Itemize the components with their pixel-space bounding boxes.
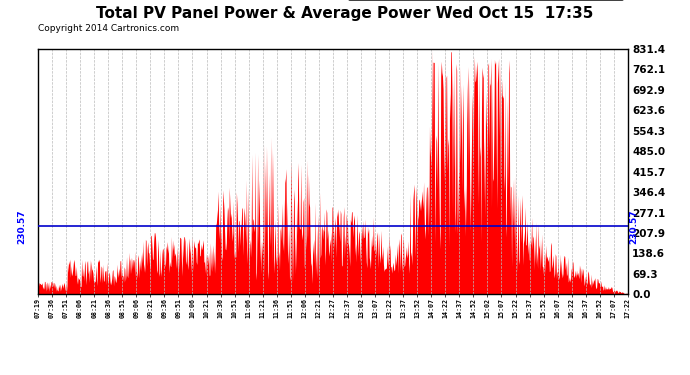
Text: 230.57: 230.57 [629, 209, 638, 244]
Text: Total PV Panel Power & Average Power Wed Oct 15  17:35: Total PV Panel Power & Average Power Wed… [97, 6, 593, 21]
Text: Copyright 2014 Cartronics.com: Copyright 2014 Cartronics.com [38, 24, 179, 33]
Text: 230.57: 230.57 [17, 209, 26, 244]
